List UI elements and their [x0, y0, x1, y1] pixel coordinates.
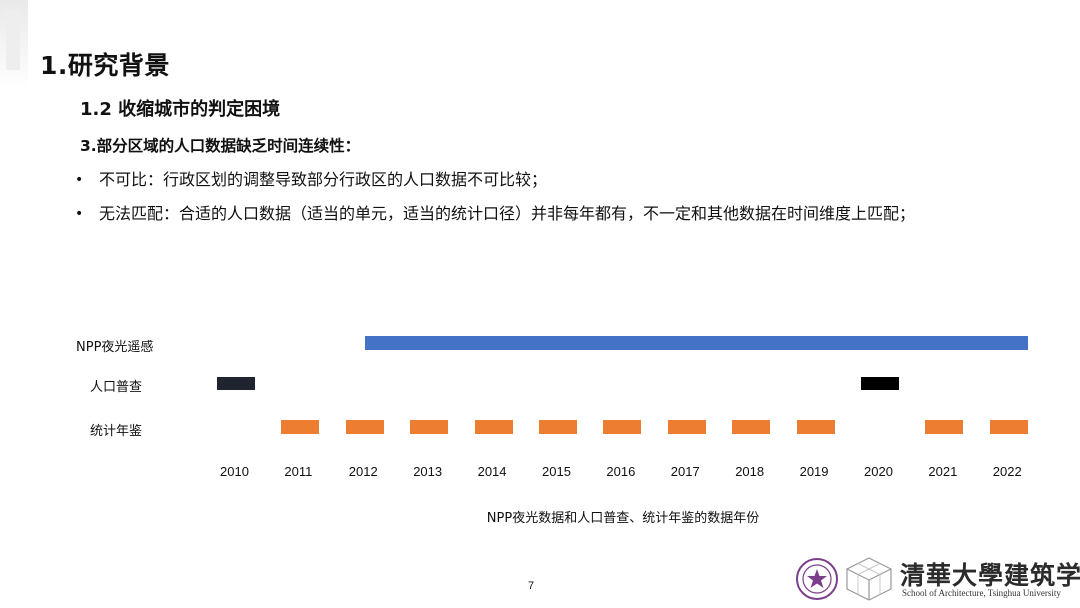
architecture-logo-icon	[846, 557, 892, 601]
row-label-census: 人口普查	[90, 380, 143, 395]
yearbook-year-bar	[281, 420, 320, 434]
year-label: 2012	[348, 464, 378, 479]
yearbook-year-bar	[474, 420, 513, 434]
yearbook-year-bar	[410, 420, 449, 434]
year-label: 2018	[735, 464, 765, 479]
census-year-bar	[861, 377, 899, 390]
university-seal-icon	[796, 558, 838, 600]
timeline-caption: NPP夜光数据和人口普查、统计年鉴的数据年份	[486, 511, 760, 526]
year-label: 2020	[864, 464, 893, 479]
corner-decoration	[0, 0, 28, 88]
bullet-icon	[75, 203, 99, 222]
row-label-yearbook: 统计年鉴	[90, 424, 143, 439]
year-label: 2021	[928, 464, 958, 479]
section-subtitle: 1.2 收缩城市的判定困境	[80, 99, 281, 120]
year-label: 2010	[220, 464, 249, 479]
year-label: 2022	[992, 464, 1022, 479]
point-title: 3.部分区域的人口数据缺乏时间连续性：	[80, 137, 361, 155]
page-number: 7	[528, 580, 535, 592]
yearbook-year-bar	[989, 420, 1028, 434]
census-year-bar	[217, 377, 255, 390]
year-label: 2011	[284, 464, 313, 479]
yearbook-year-bar	[732, 420, 771, 434]
bullet-icon	[75, 169, 99, 188]
yearbook-year-bar	[796, 420, 835, 434]
bullet-text: 不可比：行政区划的调整导致部分行政区的人口数据不可比较；	[99, 170, 548, 189]
year-label: 2013	[413, 464, 443, 479]
bullet-text: 无法匹配：合适的人口数据（适当的单元，适当的统计口径）并非每年都有，不一定和其他…	[99, 204, 916, 223]
yearbook-year-bar	[925, 420, 964, 434]
year-label: 2014	[477, 464, 507, 479]
yearbook-year-bar	[667, 420, 706, 434]
yearbook-year-bar	[603, 420, 642, 434]
year-label: 2019	[799, 464, 829, 479]
bullet-item: 无法匹配：合适的人口数据（适当的单元，适当的统计口径）并非每年都有，不一定和其他…	[75, 200, 915, 224]
row-label-npp: NPP夜光遥感	[76, 340, 154, 355]
yearbook-year-bar	[345, 420, 384, 434]
page-title: 1.研究背景	[40, 51, 170, 80]
school-name-en: School of Architecture, Tsinghua Univers…	[902, 588, 1061, 598]
bullet-item: 不可比：行政区划的调整导致部分行政区的人口数据不可比较；	[75, 166, 547, 190]
yearbook-year-bar	[539, 420, 577, 434]
npp-coverage-bar	[364, 336, 1028, 350]
year-label: 2015	[542, 464, 571, 479]
year-label: 2016	[606, 464, 636, 479]
year-label: 2017	[670, 464, 700, 479]
school-name-cn: 清華大學建筑学院	[900, 561, 1080, 590]
